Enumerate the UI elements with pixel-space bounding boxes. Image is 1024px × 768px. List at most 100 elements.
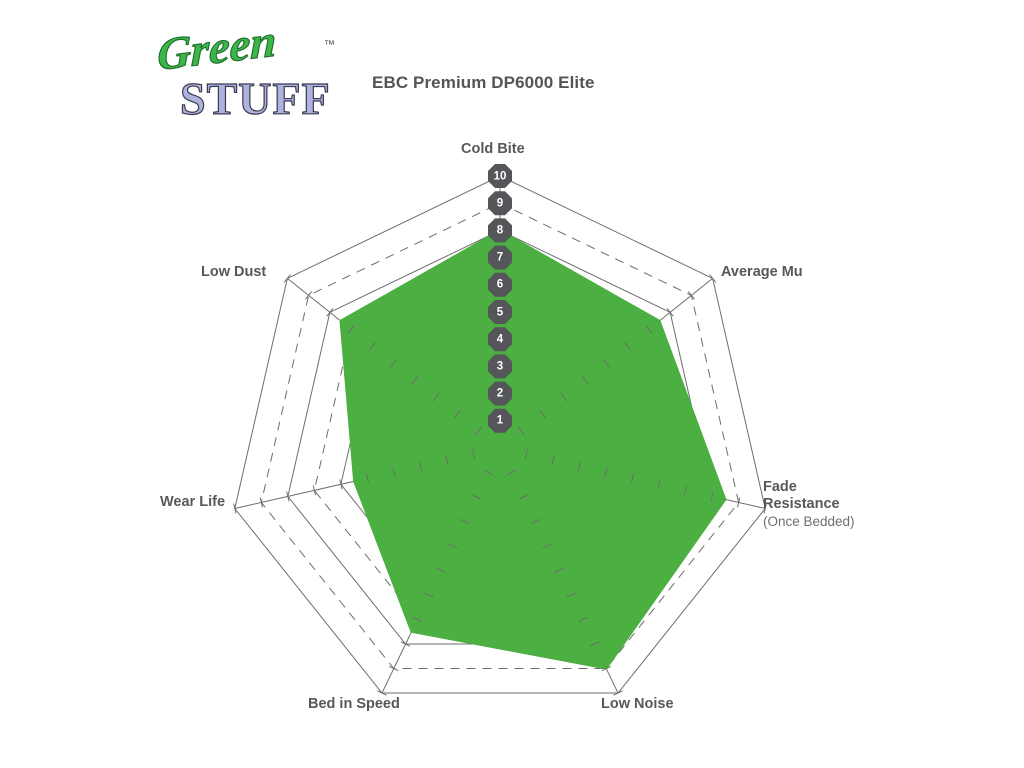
radar-tick [657,479,661,490]
greenstuff-logo-artwork: Green STUFF ™ [158,22,335,125]
scale-marker-6: 6 [488,272,513,297]
logo-trademark-symbol: ™ [324,39,335,51]
radar-tick [471,449,476,460]
greenstuff-logo: Green STUFF ™ [158,22,358,132]
radar-tick [530,518,541,525]
radar-tick [517,426,525,436]
radar-tick [392,467,396,478]
radar-tick [524,449,529,460]
radar-tick [604,467,608,478]
radar-tick [400,641,411,647]
radar-tick [286,491,290,502]
radar-tick [453,409,461,419]
radar-tick [432,392,440,402]
scale-marker-label: 8 [488,218,512,243]
radar-data-polygon [339,229,727,670]
radar-tick [424,592,434,598]
radar-tick [411,375,419,385]
scale-marker-10: 10 [488,164,513,189]
radar-tick [560,392,568,402]
radar-tick [539,409,547,419]
radar-tick [577,461,582,472]
scale-marker-label: 4 [488,327,512,352]
radar-tick [368,342,376,351]
radar-tick [365,473,370,484]
scale-marker-label: 10 [488,164,512,188]
radar-tick [418,461,423,472]
radar-tick [347,325,355,334]
scale-marker-9: 9 [488,191,513,216]
radar-tick [589,641,600,647]
scale-marker-label: 1 [488,408,512,433]
radar-tick [566,592,576,598]
axis-label-low-dust: Low Dust [201,264,267,280]
radar-tick [471,494,482,500]
radar-tick [709,274,717,283]
radar-tick [737,497,741,508]
radar-grid-ring [260,202,740,670]
radar-tick [763,503,767,514]
logo-word-stuff: STUFF [179,72,331,124]
radar-tick [551,455,555,466]
radar-tick [518,494,529,500]
radar-tick [630,473,635,484]
radar-tick [459,518,470,525]
radar-tick [436,567,446,574]
radar-tick [475,426,483,436]
axis-label-average-mu: Average Mu [721,264,803,280]
radar-tick [601,665,611,672]
radar-tick [445,455,449,466]
radar-tick [412,616,423,623]
axis-label-fade-resistance-line2: Resistance [763,496,840,512]
axis-label-cold-bite: Cold Bite [461,141,525,157]
radar-tick [326,308,334,317]
radar-tick [554,567,564,574]
radar-tick [448,543,458,549]
axis-label-fade-resistance-line1: Fade [763,479,797,495]
svg-text:Green: Green [158,22,277,80]
logo-word-green: Green [158,22,277,80]
scale-marker-1: 1 [488,408,513,433]
scale-marker-label: 7 [488,245,512,270]
page-title: EBC Premium DP6000 Elite [372,73,595,92]
radar-tick [645,325,653,334]
radar-tick [483,469,493,476]
radar-tick [542,543,552,549]
radar-tick [666,308,674,317]
radar-tick [602,358,610,368]
scale-marker-label: 5 [488,300,512,324]
radar-tick [390,358,398,368]
radar-tick [305,291,313,300]
radar-tick [710,491,714,502]
axis-label-bed-in-speed: Bed in Speed [308,696,400,712]
radar-grid-ring [234,175,766,694]
radar-tick [577,616,588,623]
scale-marker-label: 2 [488,381,512,406]
radar-tick [624,342,632,351]
axis-label-wear-life: Wear Life [160,494,226,510]
scale-marker-7: 7 [488,245,513,270]
svg-text:STUFF: STUFF [180,73,331,124]
scale-marker-4: 4 [488,327,513,352]
radar-tick [283,274,291,283]
axis-label-fade-resistance-sub: (Once Bedded) [763,514,855,529]
radar-tick [581,375,589,385]
scale-marker-5: 5 [488,300,513,325]
radar-tick [389,665,399,672]
radar-tick [507,469,517,476]
radar-tick [233,503,237,514]
scale-marker-label: 6 [488,272,512,297]
scale-marker-8: 8 [488,218,513,243]
scale-marker-label: 3 [488,354,512,379]
radar-tick [259,497,263,508]
axis-label-fade-resistance: Fade Resistance (Once Bedded) [763,479,855,530]
radar-tick [687,291,695,300]
scale-marker-2: 2 [488,381,513,406]
radar-tick [377,690,387,696]
scale-marker-3: 3 [488,354,513,379]
axis-label-low-noise: Low Noise [601,696,674,712]
radar-tick [339,479,343,490]
radar-tick [684,485,688,496]
radar-tick [613,690,623,696]
